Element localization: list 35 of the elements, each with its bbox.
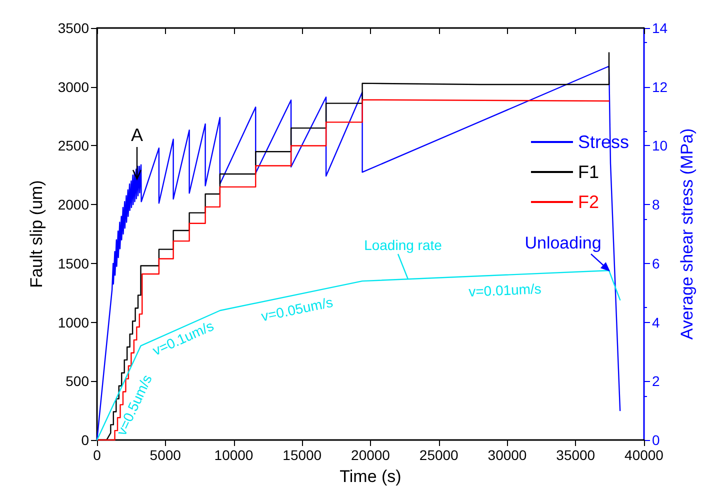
- y2-tick-label: 6: [652, 255, 660, 272]
- x-tick-label: 35000: [556, 447, 596, 463]
- y2-tick-label: 10: [652, 138, 668, 154]
- annotation: v=0.05um/s: [260, 294, 334, 324]
- y-tick-label: 3000: [58, 78, 90, 95]
- y2-tick-label: 0: [652, 432, 660, 448]
- x-tick-label: 0: [93, 447, 102, 463]
- x-tick-label: 15000: [282, 447, 322, 463]
- y2-tick-label: 4: [652, 314, 660, 330]
- y-tick-label: 0: [81, 432, 90, 448]
- x-axis-title: Time (s): [340, 467, 402, 486]
- legend-label: F1: [578, 162, 600, 182]
- annotation: A: [130, 125, 144, 145]
- annotation: Unloading: [524, 234, 602, 252]
- annotation: Loading rate: [364, 237, 442, 253]
- x-tick-label: 40000: [624, 447, 664, 463]
- y2-tick-label: 2: [652, 373, 660, 390]
- y-tick-label: 1000: [58, 314, 90, 330]
- y-tick-label: 1500: [58, 255, 90, 272]
- annotation: v=0.01um/s: [468, 280, 542, 300]
- y2-tick-label: 8: [652, 196, 660, 213]
- x-tick-label: 25000: [419, 447, 459, 463]
- legend-label: F2: [578, 192, 600, 212]
- y-tick-label: 2000: [58, 196, 90, 213]
- x-tick-label: 20000: [351, 447, 390, 463]
- y2-tick-label: 14: [652, 20, 668, 36]
- y-tick-label: 2500: [58, 138, 90, 154]
- y-tick-label: 500: [66, 373, 90, 390]
- y-axis-title: Fault slip (um): [27, 180, 46, 288]
- x-tick-label: 10000: [214, 447, 254, 463]
- y2-tick-label: 12: [652, 78, 668, 95]
- x-tick-label: 5000: [150, 447, 182, 463]
- y2-axis-title: Average shear stress (MPa): [677, 128, 696, 340]
- x-tick-label: 30000: [488, 447, 527, 463]
- y-tick-label: 3500: [58, 20, 90, 36]
